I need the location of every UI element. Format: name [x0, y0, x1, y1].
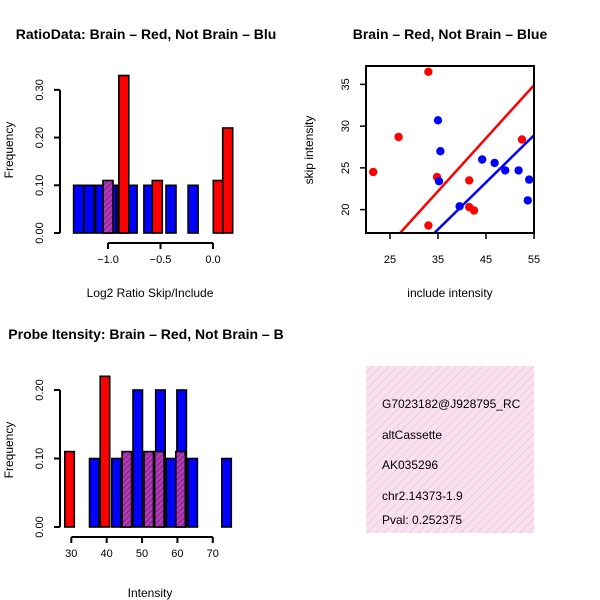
intensity-bar-not-brain-5 — [165, 457, 177, 528]
scatter-y-axis: 20 25 30 35 — [340, 78, 366, 216]
intensity-bar-not-brain-7 — [187, 457, 199, 528]
intensity-bar-brain-1 — [99, 375, 111, 528]
scatter-point-brain-2 — [424, 67, 433, 77]
intensity-bar-brain-3 — [143, 450, 155, 528]
scatter-y-label: skip intensity — [302, 116, 316, 185]
scatter-point-not-brain-1 — [436, 147, 445, 156]
scatter-x-tick-label-3: 55 — [528, 254, 540, 266]
ratio-x-tick-label-1: −0.5 — [150, 254, 172, 266]
ratio-bar-brain-0 — [102, 179, 114, 234]
intensity-bar-brain-0 — [64, 450, 76, 528]
intensity-histogram: Probe Itensity: Brain – Red, Not Brain –… — [2, 326, 284, 600]
ratio-bar-not-brain-7 — [165, 184, 177, 234]
scatter-y-tick-label-1: 25 — [340, 162, 352, 174]
intensity-y-tick-label-2: 0.20 — [34, 379, 46, 400]
ratio-y-tick-label-2: 0.20 — [34, 127, 46, 148]
intensity-bar-brain-5 — [175, 450, 187, 528]
intensity-x-tick-label-1: 40 — [101, 548, 113, 560]
scatter-x-tick-label-0: 25 — [384, 254, 396, 266]
intensity-scatter: Brain – Red, Not Brain – Blue 25 35 45 55 2… — [302, 26, 547, 300]
info-location: chr2.14373-1.9 — [382, 489, 463, 503]
scatter-point-not-brain-7 — [525, 175, 534, 184]
scatter-point-brain-5 — [469, 206, 479, 215]
intensity-y-axis: 0.00 0.10 0.20 — [34, 379, 61, 538]
intensity-x-tick-label-2: 50 — [136, 548, 148, 560]
info-pval: Pval: 0.252375 — [382, 513, 462, 527]
intensity-x-tick-label-3: 60 — [171, 548, 183, 560]
info-panel-background — [366, 366, 534, 533]
info-accession: AK035296 — [382, 458, 438, 472]
ratio-bar-brain-3 — [212, 179, 225, 234]
intensity-bar-not-brain-1 — [111, 457, 123, 528]
scatter-point-brain-8 — [424, 221, 433, 230]
ratio-bar-brain-2 — [151, 179, 164, 234]
ratio-bar-not-brain-1 — [83, 184, 95, 234]
scatter-x-label: include intensity — [407, 286, 492, 300]
scatter-point-not-brain-5 — [501, 166, 510, 175]
ratio-x-label: Log2 Ratio Skip/Include — [87, 286, 214, 300]
scatter-plot-frame — [365, 65, 535, 234]
intensity-x-label: Intensity — [128, 586, 173, 600]
ratio-x-tick-label-0: −1.0 — [97, 254, 119, 266]
info-event-id: G7023182@J928795_RC — [382, 397, 521, 411]
scatter-fit-line-brain — [398, 84, 534, 233]
ratio-y-tick-label-0: 0.00 — [34, 222, 46, 243]
scatter-point-not-brain-9 — [455, 202, 464, 211]
intensity-x-axis: 30 40 50 60 70 — [65, 536, 219, 560]
scatter-point-not-brain-0 — [433, 116, 443, 125]
ratio-bar-brain-4 — [221, 127, 234, 234]
intensity-y-tick-label-1: 0.10 — [34, 448, 46, 469]
ratio-bar-brain-1 — [118, 74, 130, 234]
intensity-bar-not-brain-8 — [221, 457, 233, 528]
intensity-bar-not-brain-0 — [88, 457, 100, 528]
ratio-bar-not-brain-8 — [187, 184, 199, 234]
scatter-point-not-brain-3 — [478, 155, 487, 164]
event-info-panel: G7023182@J928795_RC altCassette AK035296… — [366, 366, 534, 533]
intensity-title: Probe Itensity: Brain – Red, Not Brain –… — [8, 326, 283, 342]
ratio-bars — [72, 74, 234, 234]
intensity-bars — [64, 375, 233, 528]
scatter-x-tick-label-2: 45 — [480, 254, 492, 266]
info-event-type: altCassette — [382, 428, 442, 442]
ratio-x-axis: −1.0 −0.5 0.0 — [97, 242, 221, 266]
ratio-title: RatioData: Brain – Red, Not Brain – Blu — [16, 26, 277, 42]
scatter-title: Brain – Red, Not Brain – Blue — [353, 26, 548, 42]
intensity-y-label: Frequency — [2, 422, 16, 479]
intensity-x-tick-label-0: 30 — [65, 548, 77, 560]
scatter-x-axis: 25 35 45 55 — [384, 233, 540, 266]
scatter-fit-line-not-brain — [432, 134, 534, 233]
scatter-y-tick-label-0: 20 — [340, 203, 352, 215]
scatter-points — [369, 67, 534, 230]
scatter-point-brain-7 — [517, 135, 527, 144]
scatter-fit-lines — [398, 84, 534, 233]
intensity-bar-brain-4 — [153, 450, 165, 528]
scatter-point-brain-6 — [465, 176, 474, 185]
intensity-bar-not-brain-3 — [132, 389, 144, 528]
ratio-y-tick-label-3: 0.30 — [34, 79, 46, 100]
scatter-point-not-brain-8 — [523, 196, 532, 205]
ratio-x-tick-label-2: 0.0 — [205, 254, 220, 266]
scatter-point-brain-1 — [394, 132, 403, 142]
ratio-bar-not-brain-0 — [72, 184, 85, 234]
scatter-x-tick-label-1: 35 — [432, 254, 444, 266]
intensity-bar-brain-2 — [121, 450, 133, 528]
scatter-y-tick-label-2: 30 — [340, 120, 352, 132]
scatter-y-tick-label-3: 35 — [340, 78, 352, 90]
ratio-y-axis: 0.00 0.10 0.20 0.30 — [34, 79, 61, 244]
intensity-y-tick-label-0: 0.00 — [34, 516, 46, 537]
scatter-point-not-brain-6 — [514, 166, 523, 175]
scatter-point-not-brain-2 — [434, 177, 444, 186]
scatter-point-brain-0 — [369, 167, 378, 177]
scatter-point-not-brain-4 — [490, 158, 499, 168]
intensity-x-tick-label-4: 70 — [207, 548, 219, 560]
ratio-y-label: Frequency — [2, 122, 16, 179]
ratio-y-tick-label-1: 0.10 — [34, 175, 46, 196]
ratio-histogram: RatioData: Brain – Red, Not Brain – Blu … — [2, 26, 276, 300]
